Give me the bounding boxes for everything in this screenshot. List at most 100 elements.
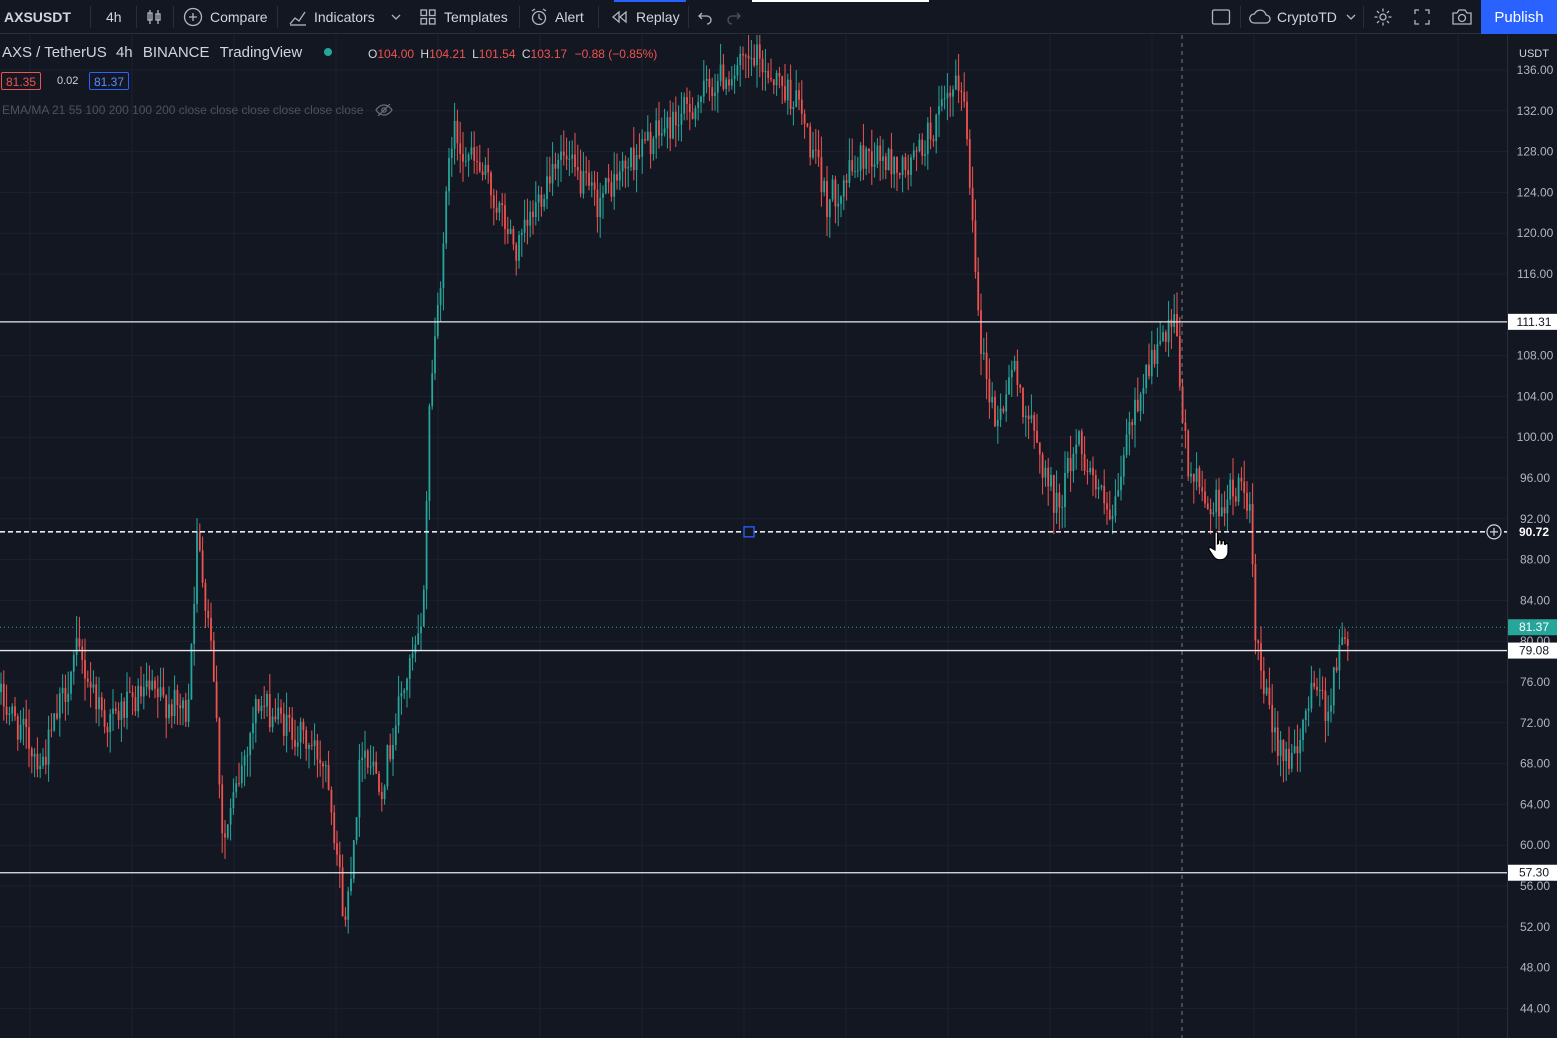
layout-name: CryptoTD [1277,9,1337,25]
candle-body [224,833,226,838]
candle-body [56,713,58,719]
candle-body [95,684,98,710]
compare-button[interactable]: Compare [183,0,268,34]
candle-body [1122,455,1125,477]
candle-body [117,711,120,720]
candle-body [588,172,590,186]
replay-button[interactable]: Replay [610,0,680,34]
candle-body [1346,639,1349,646]
undo-button[interactable] [697,0,713,34]
indicators-dropdown[interactable] [391,0,401,34]
settings-button[interactable] [1373,0,1393,34]
candle-body [1243,481,1246,493]
candle-body [812,149,814,158]
redo-button[interactable] [726,0,742,34]
line-drag-handle[interactable] [743,526,755,538]
templates-button[interactable]: Templates [419,0,508,34]
candle-body [540,194,543,207]
ask-price-badge[interactable]: 81.37 [89,72,130,90]
open-value: 104.00 [377,47,415,61]
publish-button[interactable]: Publish [1481,0,1557,34]
candle-body [19,724,22,740]
camera-icon [1452,9,1472,25]
price-tick-label: 136.00 [1517,63,1554,77]
price-tick-label: 88.00 [1520,553,1550,567]
candle-body [520,232,523,235]
candle-body [848,160,851,183]
save-layout-button[interactable]: CryptoTD [1248,0,1337,34]
alarm-clock-icon [531,8,547,26]
candle-body [1251,504,1254,565]
symbol-title[interactable]: AXS / TetherUS 4h BINANCE TradingView [2,44,333,61]
indicators-button[interactable]: Indicators [288,0,375,34]
add-alert-plus-icon[interactable] [1486,524,1502,540]
candle-body [162,687,165,696]
candle-body [873,164,876,167]
price-scale[interactable]: USDT 136.00 132.00 128.00 124.00 120.00 116.00… [1507,35,1557,1038]
alert-button[interactable]: Alert [529,0,584,34]
candle-body [565,155,568,160]
candle-body [837,203,840,207]
line-price-badge [1508,313,1557,330]
replay-label: Replay [636,9,680,25]
candle-body [1061,507,1064,509]
candle-body [425,500,428,590]
price-chart[interactable] [0,35,1507,1038]
candle-body [492,195,495,208]
bid-value: 81.35 [6,75,37,89]
candle-body [1279,739,1282,756]
candle-body [439,288,442,306]
fullscreen-icon [1414,9,1430,25]
fullscreen-button[interactable] [1413,0,1431,34]
candle-body [294,739,296,747]
candle-body [271,716,274,728]
candle-body [1248,504,1251,511]
candle-body [274,716,277,720]
candle-body [700,96,702,103]
candle-body [75,638,78,655]
candle-body [260,705,263,712]
indicator-label: EMA/MA 21 55 100 200 100 200 close close… [2,103,364,117]
candle-body [1069,457,1072,472]
candle-body [193,603,196,645]
candle-body [215,681,218,719]
candle-body [1226,499,1229,514]
candle-body [1332,667,1335,706]
candle-body [285,714,288,736]
divider [136,6,137,28]
interval-button[interactable]: 4h [106,0,122,34]
price-tick-label: 44.00 [1520,1001,1550,1015]
hand-cursor-icon [1208,531,1229,561]
chart-type-button[interactable] [145,0,163,34]
bid-price-badge[interactable]: 81.35 [1,72,42,90]
hidden-eye-icon[interactable] [375,103,393,117]
candle-body [1190,473,1192,477]
indicator-legend[interactable]: EMA/MA 21 55 100 200 100 200 close close… [2,103,393,117]
cloud-icon [1249,9,1271,24]
candle-body [666,117,669,129]
layout-dropdown[interactable] [1346,0,1356,34]
layout-button[interactable] [1211,0,1231,34]
divider [173,6,174,28]
candle-body [543,199,546,207]
candle-body [635,155,638,171]
candle-body [1204,491,1206,504]
change-value: −0.88 (−0.85%) [574,47,658,61]
candle-body [151,680,154,690]
candle-body [170,704,173,716]
symbol-search[interactable]: AXSUSDT [4,0,71,34]
candle-body [915,150,918,152]
candle-body [296,742,299,747]
candle-body [50,729,53,731]
screenshot-button[interactable] [1451,0,1473,34]
ohlc-values: O104.00 H104.21 L101.54 C103.17 −0.88 (−… [368,47,657,61]
candle-body [537,194,540,203]
candle-body [1181,386,1184,423]
price-tick-label: 52.00 [1520,920,1550,934]
candle-body [1148,364,1150,377]
candle-body [616,174,618,181]
candle-body [1176,313,1178,337]
chevron-down-icon [1346,14,1356,20]
candle-body [532,211,534,218]
candle-body [1058,492,1061,508]
